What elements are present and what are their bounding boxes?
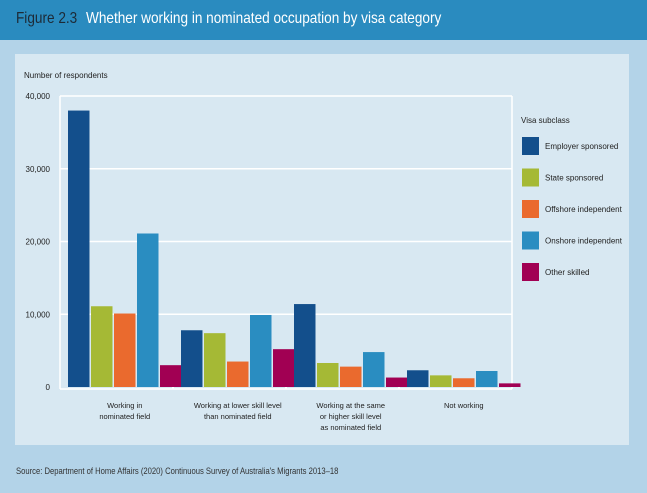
legend-label: State sponsored [545,174,603,183]
bar-offshore-independent [114,313,136,387]
bar-employer-sponsored [181,330,203,387]
bar-state-sponsored [430,375,452,387]
y-axis-label: Number of respondents [24,71,108,80]
bar-employer-sponsored [68,110,90,388]
x-tick-label: as nominated field [320,423,381,432]
legend-swatch [522,231,539,250]
source-note: Source: Department of Home Affairs (2020… [16,466,339,476]
bar-onshore-independent [250,314,272,387]
x-tick-label: Not working [444,401,484,410]
bar-offshore-independent [453,378,475,387]
y-tick-label: 20,000 [26,238,51,247]
bar-other-skilled [160,365,182,387]
y-tick-label: 40,000 [26,92,51,101]
y-tick-label: 0 [46,383,51,392]
bar-other-skilled [386,377,408,387]
bar-other-skilled [273,349,295,387]
bar-onshore-independent [137,233,159,387]
legend-label: Offshore independent [545,205,623,214]
legend-swatch [522,200,539,218]
bar-onshore-independent [476,370,498,387]
x-tick-label: than nominated field [204,412,272,421]
figure-title: Whether working in nominated occupation … [86,10,442,27]
bar-offshore-independent [227,361,249,387]
legend-label: Other skilled [545,268,589,277]
legend-swatch [522,168,539,187]
x-tick-label: or higher skill level [320,412,382,421]
legend-swatch [522,263,539,281]
legend-label: Employer sponsored [545,142,618,151]
x-tick-label: nominated field [99,412,150,421]
bar-offshore-independent [340,366,362,387]
bar-state-sponsored [317,362,339,387]
bar-other-skilled [499,383,521,387]
x-tick-label: Working at the same [316,401,385,410]
legend-swatch [522,137,539,155]
x-tick-label: Working at lower skill level [194,401,282,410]
y-tick-label: 30,000 [26,165,51,174]
x-tick-label: Working in [107,401,142,410]
legend-label: Onshore independent [545,237,623,246]
figure-header: Figure 2.3 Whether working in nominated … [0,0,647,40]
bar-onshore-independent [363,352,385,387]
figure-number: Figure 2.3 [16,10,78,27]
bar-employer-sponsored [407,370,429,387]
bar-state-sponsored [91,306,113,387]
bar-state-sponsored [204,333,226,387]
bar-employer-sponsored [294,304,316,387]
legend-title: Visa subclass [521,116,570,125]
y-tick-label: 10,000 [26,310,51,319]
